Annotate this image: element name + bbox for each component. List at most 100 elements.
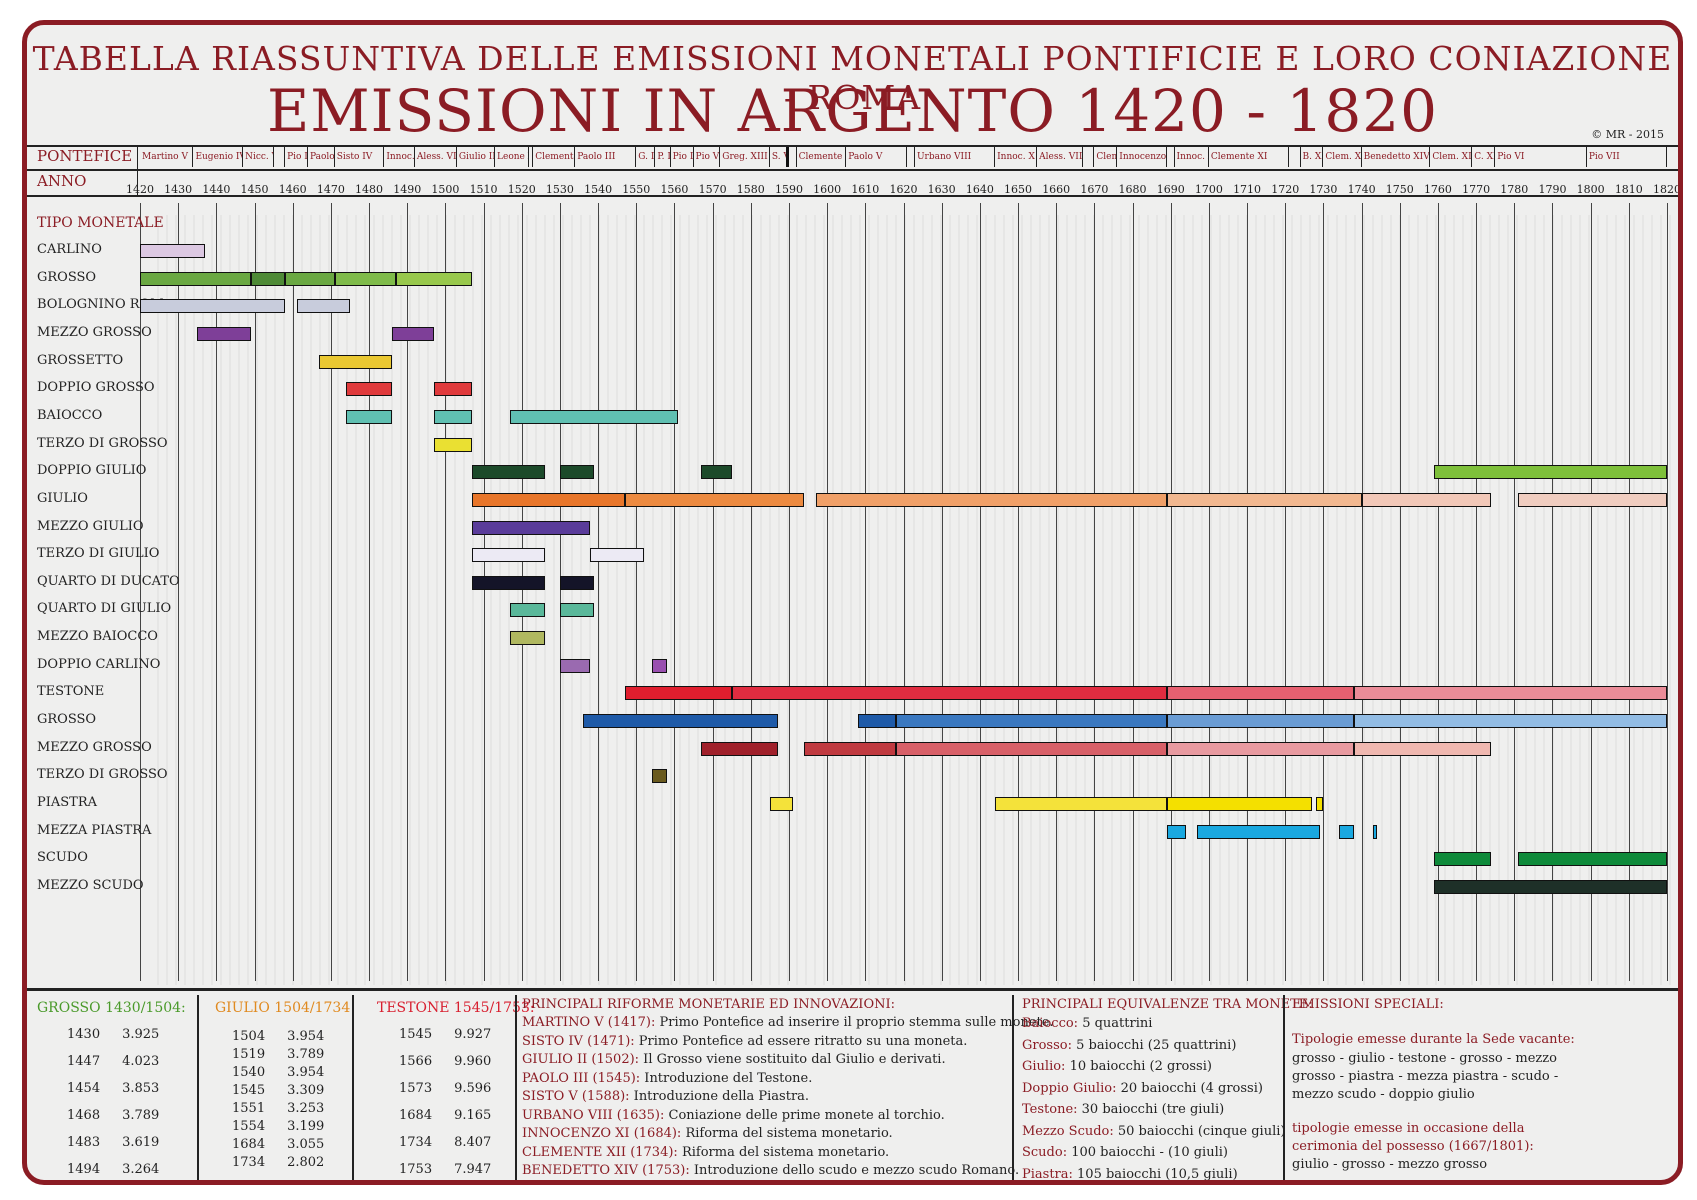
coin-emission-bar	[472, 575, 545, 590]
year-tick-label: 1610	[851, 183, 880, 196]
year-tick-label: 1820	[1653, 183, 1681, 196]
pope-cell: Pio VI	[1495, 147, 1587, 167]
weight-row: 1447 4.023	[67, 1054, 159, 1069]
info-key: Doppio Giulio:	[1022, 1080, 1117, 1096]
separator-3	[515, 995, 517, 1180]
year-tick-label: 1720	[1271, 183, 1300, 196]
coin-emission-bar	[510, 409, 679, 424]
separator-5	[1283, 995, 1285, 1180]
pope-cell: Clemente VIII	[797, 147, 847, 167]
pope-cell: P. IV	[655, 147, 671, 167]
info-key: Giulio:	[1022, 1059, 1066, 1074]
weight-year: 1545	[399, 1027, 433, 1042]
info-value: 30 baiocchi (tre giuli)	[1077, 1102, 1225, 1117]
weight-value: 3.199	[287, 1119, 325, 1134]
coin-emission-bar	[995, 797, 1167, 811]
info-line: BENEDETTO XIV (1753): Introduzione dello…	[522, 1163, 1019, 1178]
coin-emission-bar	[1361, 492, 1492, 507]
coin-type-label: QUARTO DI DUCATO	[37, 573, 180, 589]
grid-line	[674, 203, 676, 981]
grid-line	[1437, 203, 1439, 981]
info-key: Mezzo Scudo:	[1022, 1123, 1114, 1139]
weight-row: 1504 3.954	[232, 1029, 324, 1044]
header-top-line	[27, 145, 1678, 147]
pope-cell: Innocenzo XI	[1117, 147, 1167, 167]
weight-value: 3.954	[287, 1029, 325, 1044]
weight-year: 1504	[232, 1029, 266, 1044]
year-tick-label: 1790	[1538, 183, 1567, 196]
coin-emission-bar	[1166, 492, 1362, 507]
coin-type-label: TESTONE	[37, 684, 105, 700]
pope-cell: Innoc. VIII	[384, 147, 415, 167]
weight-year: 1430	[67, 1027, 101, 1042]
weight-value: 3.789	[122, 1108, 160, 1123]
weight-row: 1545 3.309	[232, 1083, 324, 1098]
speciali-sub1: Tipologie emesse durante la Sede vacante…	[1292, 1032, 1575, 1047]
info-value: Primo Pontefice ad essere ritratto su un…	[634, 1033, 968, 1049]
year-tick-label: 1760	[1423, 183, 1452, 196]
weight-year: 1519	[232, 1047, 266, 1062]
coin-emission-bar	[395, 271, 473, 286]
weight-row: 1551 3.253	[232, 1101, 324, 1116]
info-key: Baiocco:	[1022, 1016, 1079, 1031]
info-line: Grosso: 5 baiocchi (25 quattrini)	[1022, 1038, 1236, 1053]
pope-cell: Innoc. X	[995, 147, 1038, 167]
year-tick-label: 1690	[1156, 183, 1185, 196]
coin-type-label: TERZO DI GROSSO	[37, 435, 168, 451]
weight-value: 8.407	[454, 1135, 492, 1150]
coin-type-label: QUARTO DI GIULIO	[37, 601, 172, 617]
weight-year: 1566	[399, 1054, 433, 1069]
grid-line	[216, 203, 218, 981]
coin-emission-bar	[1166, 686, 1354, 701]
year-tick-label: 1730	[1309, 183, 1338, 196]
year-tick-label: 1450	[240, 183, 269, 196]
year-tick-label: 1660	[1042, 183, 1071, 196]
coin-emission-bar	[1353, 741, 1492, 756]
info-value: Riforma del sistema monetario.	[681, 1126, 893, 1141]
info-value: Riforma del sistema monetario.	[677, 1144, 890, 1160]
coin-emission-bar	[1166, 714, 1354, 729]
grid-line	[1285, 203, 1287, 981]
year-tick-label: 1520	[507, 183, 536, 196]
weight-row: 1545 9.927	[399, 1027, 491, 1042]
grid-line	[1667, 203, 1668, 981]
testone-weights-title: TESTONE 1545/1753:	[377, 1000, 535, 1016]
grid-line	[140, 203, 141, 981]
giulio-weights-title: GIULIO 1504/1734	[215, 1000, 351, 1016]
pope-cell: Aless. VI	[415, 147, 457, 167]
coin-emission-bar	[559, 658, 591, 673]
year-tick-label: 1500	[431, 183, 460, 196]
info-line: Doppio Giulio: 20 baiocchi (4 grossi)	[1022, 1081, 1263, 1096]
pope-cell: Paolo V	[846, 147, 908, 167]
weight-year: 1483	[67, 1135, 101, 1150]
grid-line	[1170, 203, 1172, 981]
coin-emission-bar	[140, 244, 205, 258]
pope-cell: Paolo II	[308, 147, 335, 167]
pope-cell: C. XIV	[1472, 147, 1496, 167]
grid-line	[1208, 203, 1210, 981]
coin-type-label: MEZZA PIASTRA	[37, 822, 152, 838]
year-tick-label: 1680	[1118, 183, 1147, 196]
weight-year: 1551	[232, 1101, 266, 1116]
weight-row: 1483 3.619	[67, 1135, 159, 1150]
info-line: Giulio: 10 baiocchi (2 grossi)	[1022, 1059, 1212, 1074]
coin-emission-bar	[1315, 797, 1324, 811]
info-value: Il Grosso viene sostituito dal Giulio e …	[639, 1052, 946, 1067]
year-tick-label: 1700	[1194, 183, 1223, 196]
weight-row: 1454 3.853	[67, 1081, 159, 1096]
info-value: Introduzione della Piastra.	[629, 1089, 810, 1104]
coin-type-label: BOLOGNINO ROM.	[37, 297, 168, 313]
coin-emission-bar	[857, 714, 896, 729]
year-tick-label: 1590	[774, 183, 803, 196]
info-line: Scudo: 100 baiocchi - (10 giuli)	[1022, 1145, 1228, 1160]
weight-year: 1573	[399, 1081, 433, 1096]
speciali-text1-a: grosso - giulio - testone - grosso - mez…	[1292, 1051, 1557, 1066]
info-value: Introduzione del Testone.	[640, 1070, 813, 1086]
pope-cell	[1289, 147, 1301, 167]
pope-cell: Clem. XIII	[1430, 147, 1473, 167]
grid-line	[1514, 203, 1516, 981]
year-tick-label: 1630	[927, 183, 956, 196]
coin-emission-bar	[769, 797, 793, 811]
weight-year: 1684	[232, 1137, 266, 1152]
header-bottom-line	[27, 195, 1678, 197]
